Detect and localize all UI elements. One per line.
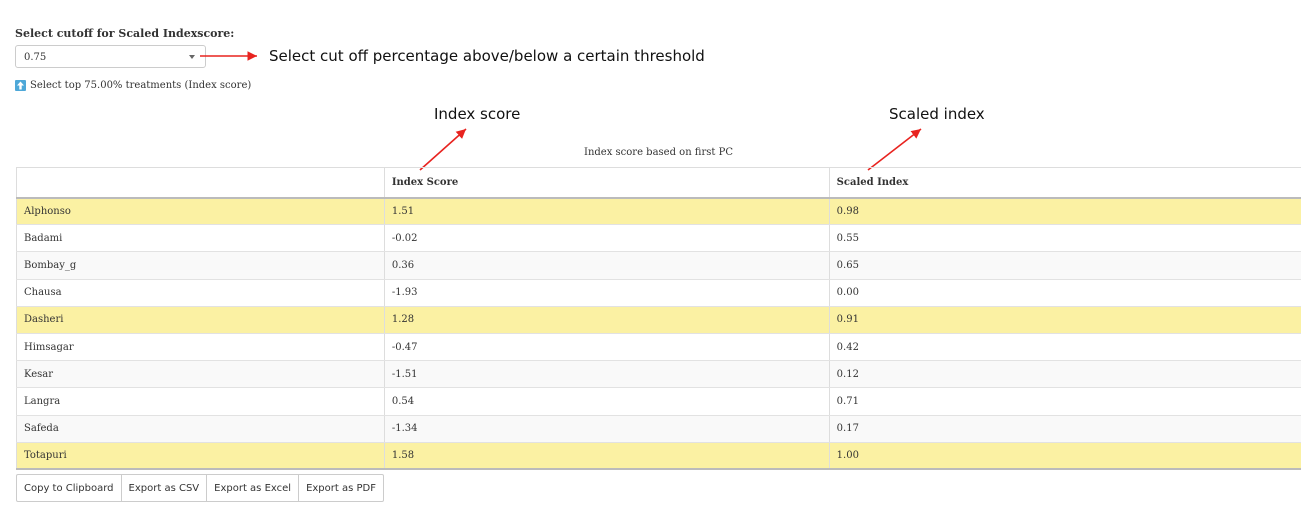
- column-header-index-score[interactable]: Index Score: [384, 167, 830, 199]
- cell-name: Badami: [16, 224, 385, 253]
- export-button-group: Copy to Clipboard Export as CSV Export as …: [16, 474, 384, 502]
- export-csv-button[interactable]: Export as CSV: [120, 474, 208, 502]
- table-row[interactable]: Dasheri 1.28 0.91: [16, 306, 1301, 334]
- table-caption: Index score based on first PC: [584, 147, 733, 158]
- cell-index-score: 1.58: [384, 442, 830, 471]
- table-row[interactable]: Alphonso 1.51 0.98: [16, 197, 1301, 226]
- cell-scaled-index: 0.55: [829, 224, 1301, 253]
- cell-scaled-index: 0.98: [829, 197, 1301, 226]
- cell-name: Dasheri: [16, 306, 385, 334]
- cell-name: Langra: [16, 387, 385, 416]
- cutoff-label: Select cutoff for Scaled Indexscore:: [15, 27, 235, 40]
- export-pdf-button[interactable]: Export as PDF: [298, 474, 384, 502]
- export-excel-button[interactable]: Export as Excel: [206, 474, 300, 502]
- cell-index-score: -1.34: [384, 415, 830, 443]
- cell-index-score: 1.51: [384, 197, 830, 226]
- cutoff-select-value: 0.75: [24, 52, 47, 63]
- table-row[interactable]: Chausa -1.93 0.00: [16, 279, 1301, 307]
- caret-down-icon: [189, 55, 195, 59]
- copy-to-clipboard-button[interactable]: Copy to Clipboard: [16, 474, 122, 502]
- up-arrow-icon: [15, 80, 26, 91]
- table-header-row: Index Score Scaled Index: [16, 167, 1301, 199]
- cell-name: Totapuri: [16, 442, 385, 471]
- table-row[interactable]: Safeda -1.34 0.17: [16, 415, 1301, 443]
- cell-name: Kesar: [16, 360, 385, 389]
- cell-scaled-index: 0.42: [829, 333, 1301, 362]
- cell-index-score: 0.36: [384, 251, 830, 280]
- cell-index-score: -1.93: [384, 279, 830, 307]
- cell-name: Safeda: [16, 415, 385, 443]
- index-table: Index Score Scaled Index Alphonso 1.51 0.9…: [16, 167, 1301, 471]
- info-line: Select top 75.00% treatments (Index scor…: [15, 80, 251, 91]
- cell-index-score: -1.51: [384, 360, 830, 389]
- cell-scaled-index: 0.71: [829, 387, 1301, 416]
- cell-scaled-index: 0.65: [829, 251, 1301, 280]
- cutoff-select[interactable]: 0.75: [15, 45, 206, 68]
- cell-index-score: -0.02: [384, 224, 830, 253]
- select-note-text: Select cut off percentage above/below a …: [269, 47, 705, 65]
- column-header-name[interactable]: [16, 167, 385, 199]
- cell-scaled-index: 0.00: [829, 279, 1301, 307]
- table-row[interactable]: Badami -0.02 0.55: [16, 224, 1301, 253]
- table-row[interactable]: Totapuri 1.58 1.00: [16, 442, 1301, 471]
- index-score-note-text: Index score: [434, 105, 521, 123]
- table-row[interactable]: Bombay_g 0.36 0.65: [16, 251, 1301, 280]
- scaled-index-note-text: Scaled index: [889, 105, 985, 123]
- cell-name: Himsagar: [16, 333, 385, 362]
- cell-index-score: 1.28: [384, 306, 830, 334]
- cell-scaled-index: 0.12: [829, 360, 1301, 389]
- info-text: Select top 75.00% treatments (Index scor…: [30, 80, 252, 91]
- cell-name: Alphonso: [16, 197, 385, 226]
- table-body: Alphonso 1.51 0.98 Badami -0.02 0.55 Bombay_g 0…: [16, 197, 1301, 471]
- cell-scaled-index: 1.00: [829, 442, 1301, 471]
- cell-scaled-index: 0.17: [829, 415, 1301, 443]
- table-row[interactable]: Himsagar -0.47 0.42: [16, 333, 1301, 362]
- cell-name: Chausa: [16, 279, 385, 307]
- cell-index-score: -0.47: [384, 333, 830, 362]
- column-header-scaled-index[interactable]: Scaled Index: [829, 167, 1301, 199]
- cell-scaled-index: 0.91: [829, 306, 1301, 334]
- cell-name: Bombay_g: [16, 251, 385, 280]
- table-row[interactable]: Kesar -1.51 0.12: [16, 360, 1301, 389]
- table-row[interactable]: Langra 0.54 0.71: [16, 387, 1301, 416]
- cell-index-score: 0.54: [384, 387, 830, 416]
